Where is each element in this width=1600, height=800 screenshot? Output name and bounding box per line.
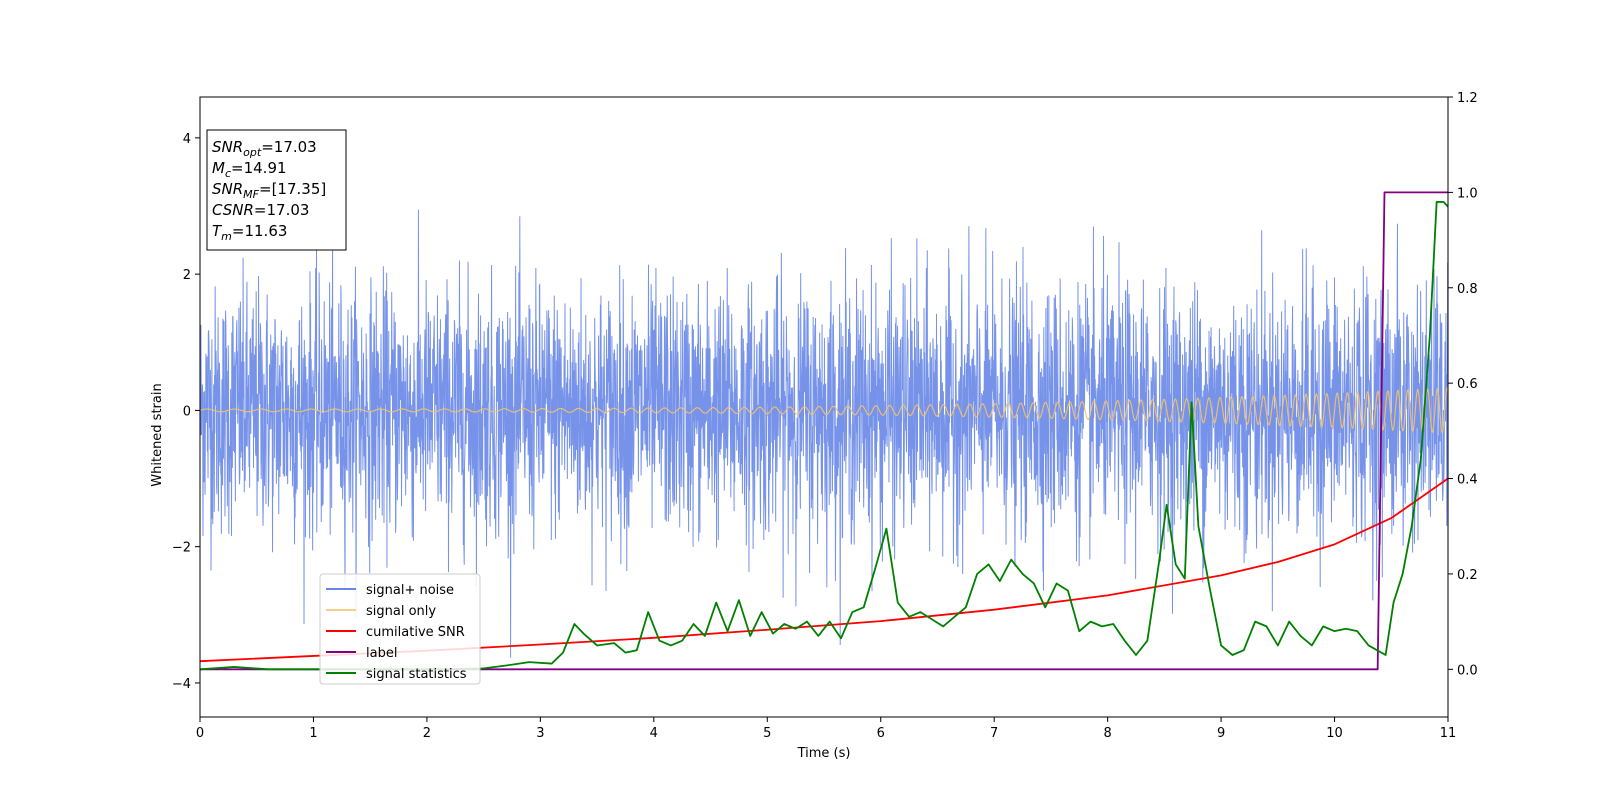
- info-box: SNRopt=17.03Mc=14.91SNRMF=[17.35]CSNR=17…: [206, 129, 347, 251]
- x-tick-label: 1: [309, 726, 317, 741]
- legend-label-text: label: [366, 646, 397, 661]
- info-box-frame: [206, 129, 347, 251]
- x-tick-label: 9: [1217, 726, 1225, 741]
- y-right-tick-label: 0.4: [1457, 473, 1478, 488]
- y-right-tick-label: 1.2: [1457, 91, 1478, 106]
- y-left-tick-label: −4: [172, 677, 191, 692]
- y-right-tick-label: 0.0: [1457, 663, 1478, 678]
- x-tick-label: 11: [1440, 726, 1457, 741]
- series-signal-statistics-line: [200, 201, 1448, 671]
- y-right-tick-label: 0.8: [1457, 282, 1478, 297]
- x-tick-label: 2: [423, 726, 431, 741]
- legend-cumulative-snr-text: cumilative SNR: [366, 625, 465, 640]
- series-signal-only-line: [200, 386, 1448, 434]
- y-left-tick-label: 4: [183, 132, 191, 147]
- legend-signal-statistics-text: signal statistics: [366, 667, 467, 682]
- info-box-line: SNRopt=17.03: [212, 138, 317, 159]
- x-tick-label: 6: [877, 726, 885, 741]
- x-tick-label: 3: [536, 726, 544, 741]
- x-tick-label: 0: [196, 726, 204, 741]
- legend-signal-noise-text: signal+ noise: [366, 583, 454, 598]
- y-right-tick-label: 0.6: [1457, 377, 1478, 392]
- y-axis-left: −4 −2 0 2 4: [172, 132, 200, 692]
- y-right-tick-label: 1.0: [1457, 186, 1478, 201]
- series-signal-noise-line: [200, 209, 1448, 658]
- legend-signal-only-text: signal only: [366, 604, 436, 619]
- legend: signal+ noise signal only cumilative SNR la…: [319, 573, 481, 685]
- x-tick-label: 5: [763, 726, 771, 741]
- x-tick-label: 8: [1103, 726, 1111, 741]
- y-right-tick-label: 0.2: [1457, 568, 1478, 583]
- info-box-line: SNRMF=[17.35]: [212, 180, 326, 201]
- x-tick-label: 10: [1326, 726, 1343, 741]
- x-tick-label: 4: [650, 726, 658, 741]
- x-tick-label: 7: [990, 726, 998, 741]
- y-left-tick-label: 2: [183, 268, 191, 283]
- y-left-tick-label: 0: [183, 404, 191, 419]
- y-axis-label: Whitened strain: [150, 383, 165, 486]
- x-axis-label: Time (s): [797, 746, 851, 761]
- info-box-line: Tm=11.63: [212, 222, 287, 243]
- y-left-tick-label: −2: [172, 541, 191, 556]
- info-box-line: Mc=14.91: [212, 159, 287, 180]
- x-axis: 0 1 2 3 4 5 6 7 8 9 10 11: [196, 717, 1456, 741]
- info-box-line: CSNR=17.03: [212, 201, 309, 219]
- series-label-line: [200, 191, 1448, 671]
- y-axis-right: 0.0 0.2 0.4 0.6 0.8 1.0 1.2: [1448, 91, 1478, 678]
- plot-frame: [199, 96, 1449, 718]
- legend-frame: [319, 573, 481, 685]
